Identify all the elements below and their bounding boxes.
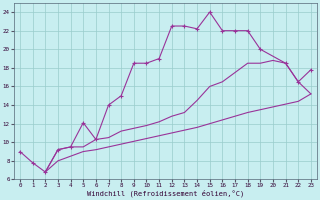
X-axis label: Windchill (Refroidissement éolien,°C): Windchill (Refroidissement éolien,°C)	[87, 190, 244, 197]
